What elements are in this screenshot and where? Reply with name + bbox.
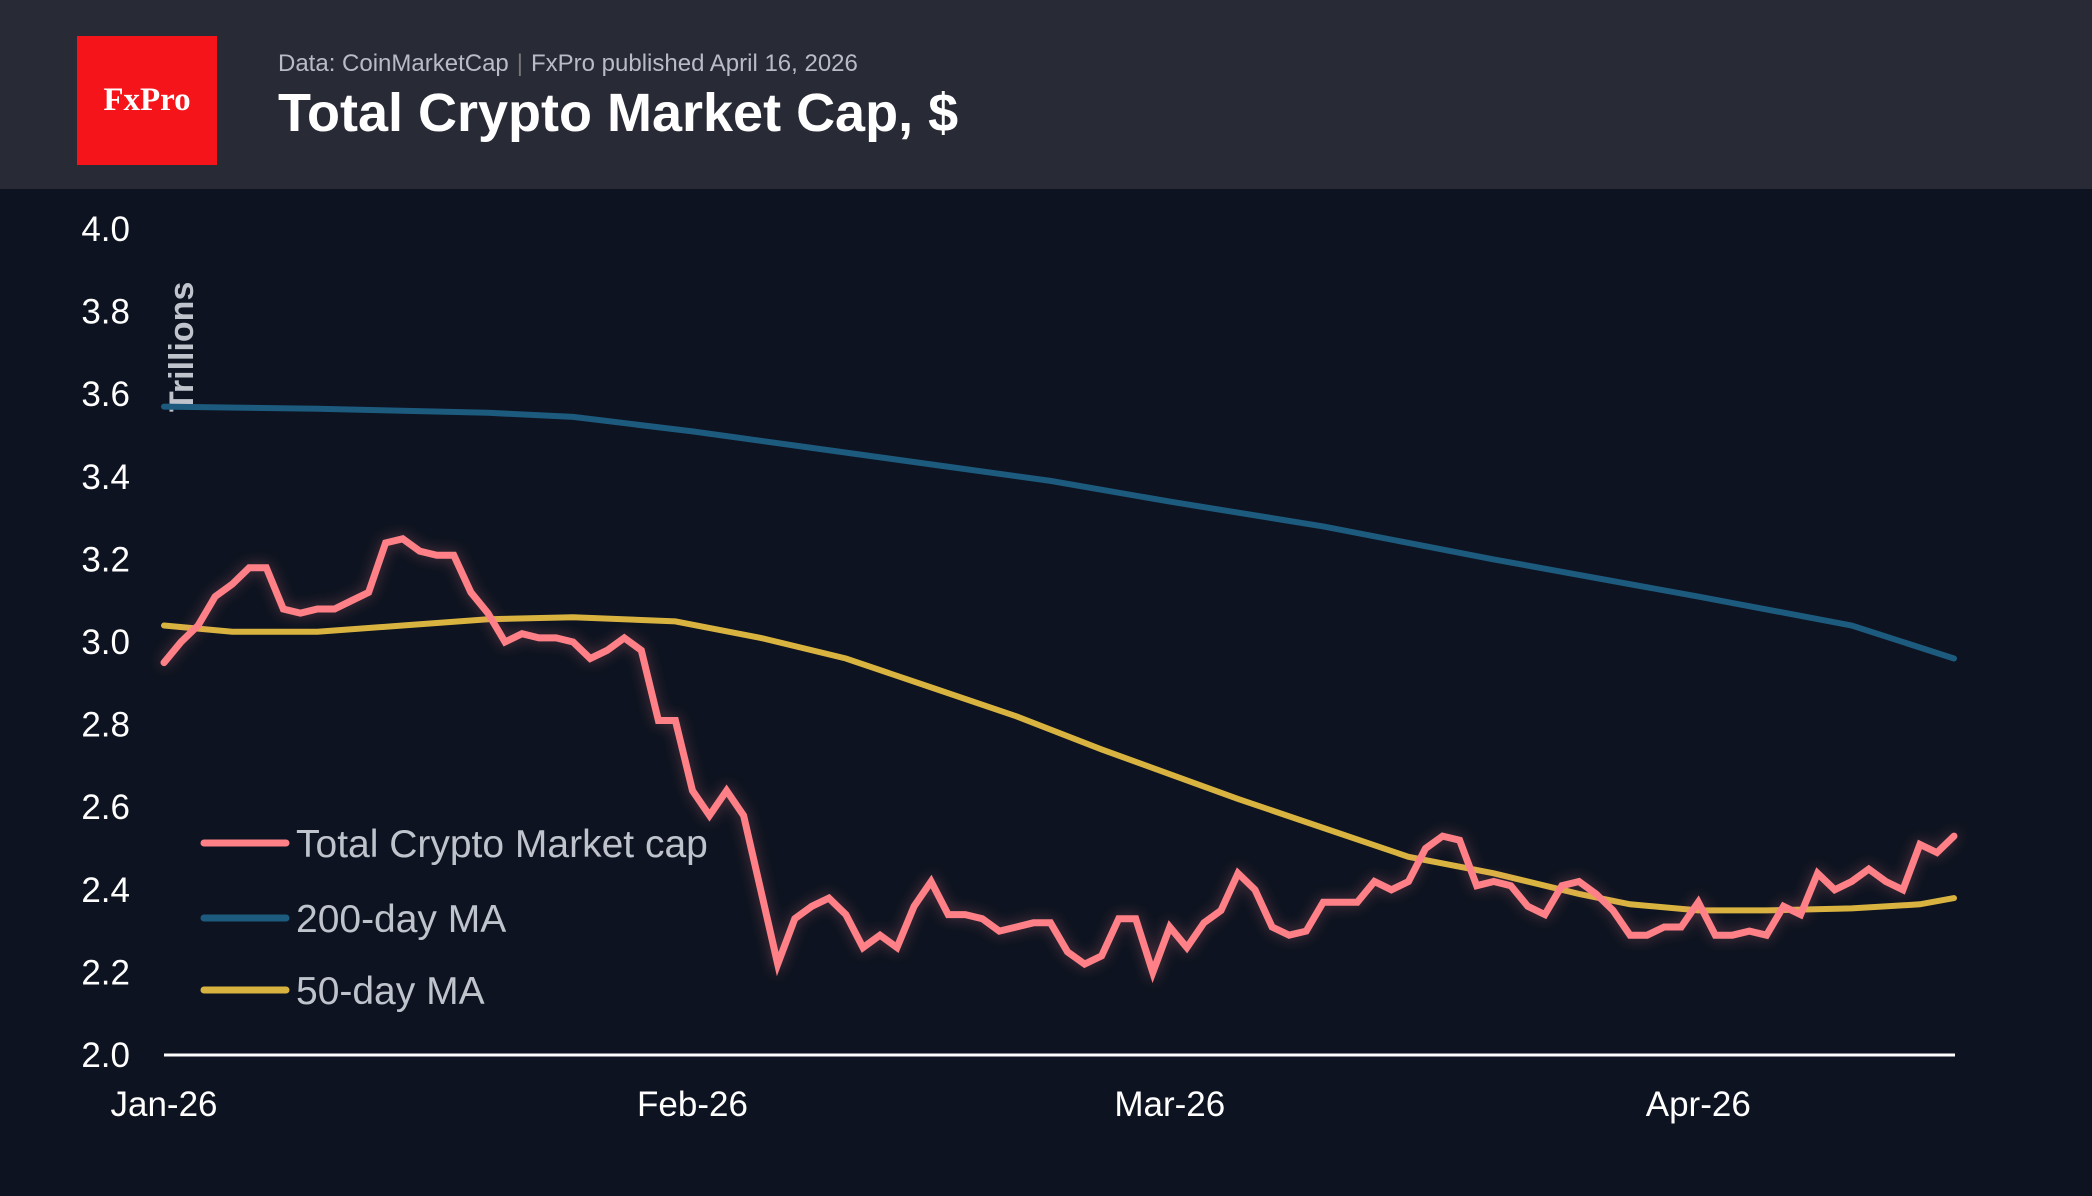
fxpro-logo: FxPro bbox=[77, 36, 217, 165]
data-source: Data: CoinMarketCap bbox=[278, 50, 509, 77]
y-tick-label: 2.4 bbox=[81, 871, 130, 910]
x-tick-label: Mar-26 bbox=[1114, 1085, 1225, 1124]
y-tick-label: 3.8 bbox=[81, 293, 130, 332]
y-tick-label: 3.0 bbox=[81, 623, 130, 662]
legend-label: Total Crypto Market cap bbox=[296, 823, 708, 866]
y-tick-label: 2.0 bbox=[81, 1036, 130, 1075]
series-line-50-day-ma bbox=[161, 614, 1957, 914]
y-axis-label: Trillions bbox=[163, 282, 201, 412]
page-title: Total Crypto Market Cap, $ bbox=[278, 83, 959, 143]
y-tick-label: 2.8 bbox=[81, 706, 130, 745]
separator: | bbox=[516, 50, 523, 77]
legend: Total Crypto Market cap 200-day MA 50-day … bbox=[200, 823, 708, 1013]
legend-label: 50-day MA bbox=[296, 970, 485, 1013]
y-tick-label: 3.2 bbox=[81, 540, 130, 579]
published-date: FxPro published April 16, 2026 bbox=[531, 50, 858, 77]
series-line-total-crypto-market-cap bbox=[160, 535, 1958, 984]
y-tick-label: 3.6 bbox=[81, 375, 130, 414]
x-tick-label: Apr-26 bbox=[1646, 1085, 1751, 1124]
y-tick-label: 4.0 bbox=[81, 210, 130, 249]
header: FxPro Data: CoinMarketCap | FxPro publishe… bbox=[0, 0, 2092, 189]
y-tick-label: 3.4 bbox=[81, 458, 130, 497]
x-tick-label: Feb-26 bbox=[637, 1085, 748, 1124]
series-line-200-day-ma bbox=[161, 403, 1957, 662]
x-tick-label: Jan-26 bbox=[110, 1085, 217, 1124]
y-tick-label: 2.2 bbox=[81, 953, 130, 992]
subtitle: Data: CoinMarketCap | FxPro published Apri… bbox=[278, 50, 858, 78]
y-tick-label: 2.6 bbox=[81, 788, 130, 827]
legend-label: 200-day MA bbox=[296, 898, 506, 941]
